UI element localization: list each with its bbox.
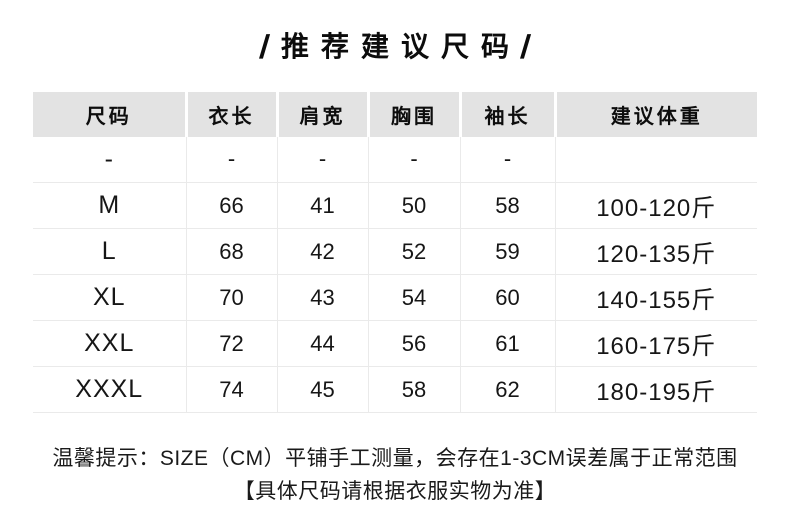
sleeve-length-cell: - (459, 136, 555, 184)
title-slash-left-decoration: / (257, 28, 271, 66)
weight-cell: 160-175斤 (554, 320, 757, 368)
chest-cell: 56 (367, 320, 460, 368)
size-table-header: 尺码 衣长 肩宽 胸围 袖长 建议体重 (33, 91, 757, 137)
sleeve-length-cell: 59 (459, 228, 555, 276)
footer-notes: 温馨提示：SIZE（CM）平铺手工测量，会存在1-3CM误差属于正常范围 【具体… (0, 442, 790, 508)
shoulder-width-cell: 45 (276, 366, 368, 414)
header-sleeve-length: 袖长 (458, 91, 555, 137)
garment-length-cell: 72 (185, 320, 277, 368)
table-row-xxxl: XXXL 74 45 58 62 180-195斤 (33, 366, 757, 414)
size-cell: - (33, 136, 186, 184)
garment-length-cell: - (185, 136, 277, 184)
size-cell: XL (33, 274, 186, 322)
shoulder-width-cell: 42 (276, 228, 368, 276)
disclaimer-note: 【具体尺码请根据衣服实物为准】 (233, 480, 557, 504)
garment-length-cell: 66 (185, 182, 277, 230)
header-chest: 胸围 (366, 91, 460, 137)
title-slash-right-decoration: / (519, 28, 533, 66)
table-row-placeholder: - - - - - (33, 136, 757, 184)
garment-length-cell: 74 (185, 366, 277, 414)
size-cell: M (33, 182, 186, 230)
header-size: 尺码 (33, 91, 186, 137)
chest-cell: - (367, 136, 460, 184)
chest-cell: 50 (367, 182, 460, 230)
chest-cell: 54 (367, 274, 460, 322)
header-garment-length: 衣长 (184, 91, 277, 137)
table-row-xxl: XXL 72 44 56 61 160-175斤 (33, 320, 757, 368)
weight-cell: 120-135斤 (554, 228, 757, 276)
sleeve-length-cell: 58 (459, 182, 555, 230)
shoulder-width-cell: 43 (276, 274, 368, 322)
weight-cell (554, 136, 757, 184)
table-row-m: M 66 41 50 58 100-120斤 (33, 182, 757, 230)
weight-cell: 100-120斤 (554, 182, 757, 230)
weight-cell: 180-195斤 (554, 366, 757, 414)
page-title-text: 推荐建议尺码 (280, 31, 521, 62)
size-cell: XXL (33, 320, 186, 368)
shoulder-width-cell: - (276, 136, 368, 184)
sleeve-length-cell: 61 (459, 320, 555, 368)
page-title: / 推荐建议尺码 / (0, 28, 790, 66)
shoulder-width-cell: 41 (276, 182, 368, 230)
size-cell: L (33, 228, 186, 276)
garment-length-cell: 68 (185, 228, 277, 276)
header-shoulder-width: 肩宽 (275, 91, 368, 137)
size-table-body: - - - - - M 66 41 50 58 100-120斤 L 68 42… (33, 136, 757, 414)
size-table: 尺码 衣长 肩宽 胸围 袖长 建议体重 - - - - - M 66 41 50 (33, 91, 757, 414)
chest-cell: 52 (367, 228, 460, 276)
measurement-note: 温馨提示：SIZE（CM）平铺手工测量，会存在1-3CM误差属于正常范围 (52, 447, 738, 471)
chest-cell: 58 (367, 366, 460, 414)
sleeve-length-cell: 60 (459, 274, 555, 322)
table-row-l: L 68 42 52 59 120-135斤 (33, 228, 757, 276)
size-cell: XXXL (33, 366, 186, 414)
weight-cell: 140-155斤 (554, 274, 757, 322)
shoulder-width-cell: 44 (276, 320, 368, 368)
sleeve-length-cell: 62 (459, 366, 555, 414)
table-row-xl: XL 70 43 54 60 140-155斤 (33, 274, 757, 322)
garment-length-cell: 70 (185, 274, 277, 322)
header-suggested-weight: 建议体重 (553, 91, 757, 137)
header-row: 尺码 衣长 肩宽 胸围 袖长 建议体重 (33, 91, 757, 137)
